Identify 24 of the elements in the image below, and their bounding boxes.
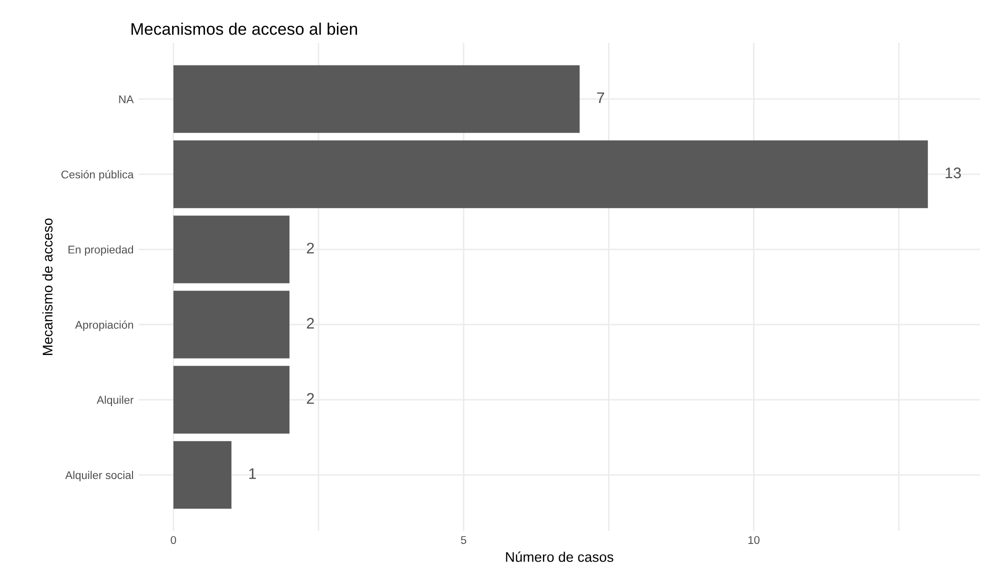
- data-label: 2: [306, 318, 314, 329]
- y-tick-label: NA: [119, 95, 134, 104]
- y-tick-label: Alquiler: [96, 396, 134, 406]
- bar: [173, 290, 290, 358]
- data-label: 1: [249, 468, 256, 479]
- bar: [173, 216, 290, 284]
- bar: [173, 65, 580, 133]
- bar: [173, 140, 928, 208]
- data-label: 13: [946, 168, 961, 178]
- y-tick-label: Apropiación: [75, 320, 134, 331]
- y-axis-title: Mecanismo de acceso: [42, 218, 53, 355]
- y-tick-label: Alquiler social: [65, 470, 133, 482]
- x-axis-title: Número de casos: [506, 552, 614, 562]
- chart-title: Mecanismos de acceso al bien: [132, 22, 357, 35]
- y-tick-label: Cesión pública: [61, 170, 134, 181]
- bar: [173, 366, 290, 434]
- x-tick-label: 0: [170, 536, 176, 544]
- y-tick-label: En propiedad: [68, 245, 134, 256]
- x-tick-label: 10: [748, 536, 760, 544]
- data-label: 7: [597, 92, 604, 104]
- bar: [173, 441, 232, 509]
- data-label: 2: [306, 242, 314, 254]
- data-label: 2: [306, 393, 314, 404]
- x-tick-label: 5: [460, 536, 466, 544]
